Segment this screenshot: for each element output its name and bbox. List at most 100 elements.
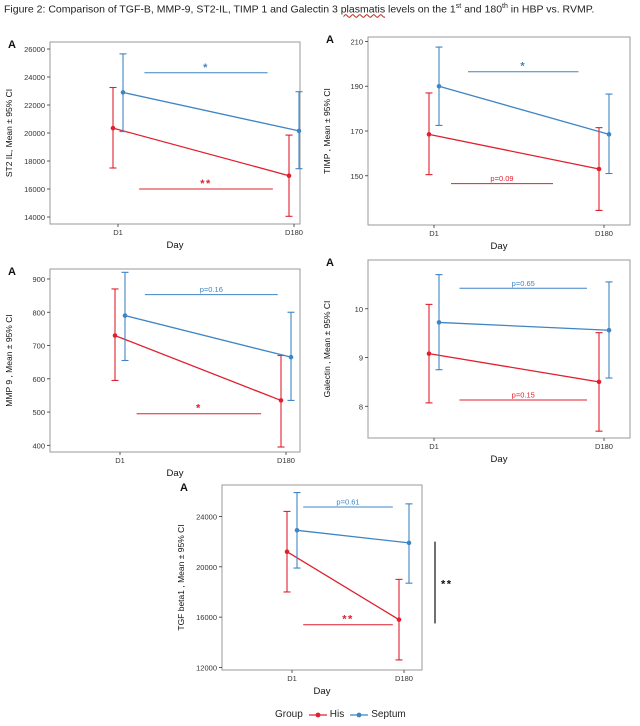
- chart4-ytick-label: 8: [359, 402, 363, 411]
- chart3-xtick-label: D180: [277, 456, 295, 465]
- chart4-annotation-text-septum: p=0.65: [512, 279, 535, 288]
- chart3-ytick-label: 600: [32, 375, 45, 384]
- chart5-xtick-label: D1: [287, 674, 297, 683]
- chart2-point-his: [596, 166, 602, 172]
- chart5-annotation-text-septum: p=0.61: [336, 498, 359, 507]
- chart2-ytick-label: 190: [350, 82, 363, 91]
- chart2-point-his: [426, 132, 432, 137]
- chart2-panel-letter: A: [326, 34, 334, 46]
- chart5-plot-frame: [221, 484, 423, 671]
- chart5-ytick-label: 20000: [196, 563, 217, 572]
- chart5-ytick-label: 16000: [196, 613, 217, 622]
- chart3-point-septum: [288, 354, 294, 360]
- chart3-ytick-label: 500: [32, 408, 45, 417]
- chart5-point-septum: [294, 528, 300, 533]
- legend-swatch-septum: [350, 712, 369, 717]
- chart3-annotation-text-septum: p=0.16: [200, 285, 223, 294]
- chart4-point-septum: [436, 320, 442, 325]
- chart1-xtick-label: D1: [113, 228, 123, 237]
- chart3-series-line-his: [114, 334, 282, 402]
- chart2-annotation-text-his: p=0.09: [490, 174, 513, 183]
- chart1-annotation-text-septum: *: [203, 62, 209, 74]
- chart2-yaxis-title: TIMP , Mean ± 95% CI: [322, 88, 332, 174]
- chart1-ytick-label: 14000: [24, 213, 45, 222]
- chart3-plot-frame: [49, 268, 301, 453]
- chart4-annotation-text-his: p=0.15: [512, 390, 535, 399]
- chart2-series-line-his: [428, 133, 600, 170]
- chart5-xtick-label: D180: [395, 674, 413, 683]
- chart4-point-his: [596, 379, 602, 385]
- chart2-point-septum: [606, 132, 612, 137]
- chart4-series-line-his: [428, 352, 600, 383]
- chart1-annotation-text-his: **: [200, 178, 212, 190]
- chart5-yaxis-title: TGF beta1 , Mean ± 95% CI: [176, 524, 186, 630]
- chart3-series-line-septum: [124, 314, 292, 358]
- chart1-series-line-septum: [122, 91, 300, 132]
- legend-swatch-his: [308, 712, 327, 717]
- chart5-annotation-text-his: **: [342, 614, 354, 626]
- chart1-ytick-label: 20000: [24, 129, 45, 138]
- chart3-xtick-label: D1: [115, 456, 125, 465]
- chart1-xtick-label: D180: [285, 228, 303, 237]
- legend-label-septum: Septum: [371, 709, 406, 720]
- chart1-point-septum: [120, 90, 126, 95]
- chart2-xtick-label: D180: [595, 229, 613, 238]
- chart3-annotation-text-his: *: [196, 403, 202, 415]
- legend-item-his: His: [308, 709, 345, 720]
- chart5-series-line-septum: [296, 529, 410, 544]
- chart2-point-septum: [436, 83, 442, 89]
- chart1-ytick-label: 22000: [24, 101, 45, 110]
- chart5-point-his: [396, 617, 402, 622]
- chart4-plot-frame: [367, 259, 631, 439]
- chart5-point-his: [284, 549, 290, 555]
- chart3-ytick-label: 400: [32, 441, 45, 450]
- chart5-series-line-his: [286, 551, 400, 621]
- chart3-ytick-label: 900: [32, 275, 45, 284]
- chart2-ytick-label: 150: [350, 172, 363, 181]
- chart-panel-mmp9: A 400 500 600 700 800 900 D1 D180 Day MMP 9 , Mean…: [4, 266, 301, 479]
- chart-legend: Group His Septum: [275, 709, 406, 720]
- chart2-ytick-label: 170: [350, 127, 363, 136]
- chart5-ytick-label: 12000: [196, 663, 217, 672]
- chart3-ytick-label: 700: [32, 342, 45, 351]
- chart1-ytick-label: 26000: [24, 45, 45, 54]
- chart1-panel-letter: A: [8, 39, 16, 51]
- chart1-plot-frame: [49, 41, 301, 225]
- chart3-point-septum: [122, 313, 128, 318]
- legend-title: Group: [275, 709, 303, 720]
- chart5-xaxis-title: Day: [314, 686, 331, 697]
- chart4-panel-letter: A: [326, 257, 334, 269]
- chart1-xaxis-title: Day: [167, 240, 184, 251]
- chart2-xtick-label: D1: [429, 229, 439, 238]
- chart3-point-his: [278, 398, 284, 403]
- chart1-ytick-label: 16000: [24, 185, 45, 194]
- chart1-point-his: [110, 125, 116, 131]
- chart4-point-his: [426, 351, 432, 356]
- chart3-point-his: [112, 333, 118, 338]
- chart4-xtick-label: D1: [429, 442, 439, 451]
- chart4-series-line-septum: [438, 321, 610, 331]
- legend-label-his: His: [329, 709, 345, 720]
- chart4-yaxis-title: Galectin , Mean ± 95% CI: [322, 301, 332, 398]
- chart1-ytick-label: 24000: [24, 73, 45, 82]
- chart-panel-galectin: A 8 9 10 D1 D180 Day Galectin , Mean ± 95% CI p=…: [322, 257, 631, 465]
- legend-item-septum: Septum: [350, 709, 406, 720]
- chart-panel-tgfbeta1: A 12000 16000 20000 24000 D1 D180 Day TGF beta1 …: [176, 482, 453, 697]
- chart3-xaxis-title: Day: [167, 468, 184, 479]
- chart5-panel-letter: A: [180, 482, 188, 494]
- chart1-point-his: [286, 173, 292, 178]
- chart2-xaxis-title: Day: [491, 241, 508, 252]
- chart4-ytick-label: 9: [359, 354, 363, 363]
- chart3-yaxis-title: MMP 9 , Mean ± 95% CI: [4, 314, 14, 406]
- chart5-point-septum: [406, 540, 412, 546]
- chart3-ytick-label: 800: [32, 308, 45, 317]
- chart4-xaxis-title: Day: [491, 454, 508, 465]
- chart5-side-bracket-label: **: [441, 579, 453, 591]
- chart2-annotation-text-septum: *: [520, 61, 526, 73]
- chart5-ytick-label: 24000: [196, 512, 217, 521]
- chart-panel-timp: A 150 170 190 210 D1 D180 Day TIMP , Mean ± 95% …: [322, 34, 631, 252]
- chart3-panel-letter: A: [8, 266, 16, 278]
- chart1-yaxis-title: ST2 IL, Mean ± 95% CI: [4, 89, 14, 177]
- chart2-ytick-label: 210: [350, 37, 363, 46]
- chart1-point-septum: [296, 128, 302, 134]
